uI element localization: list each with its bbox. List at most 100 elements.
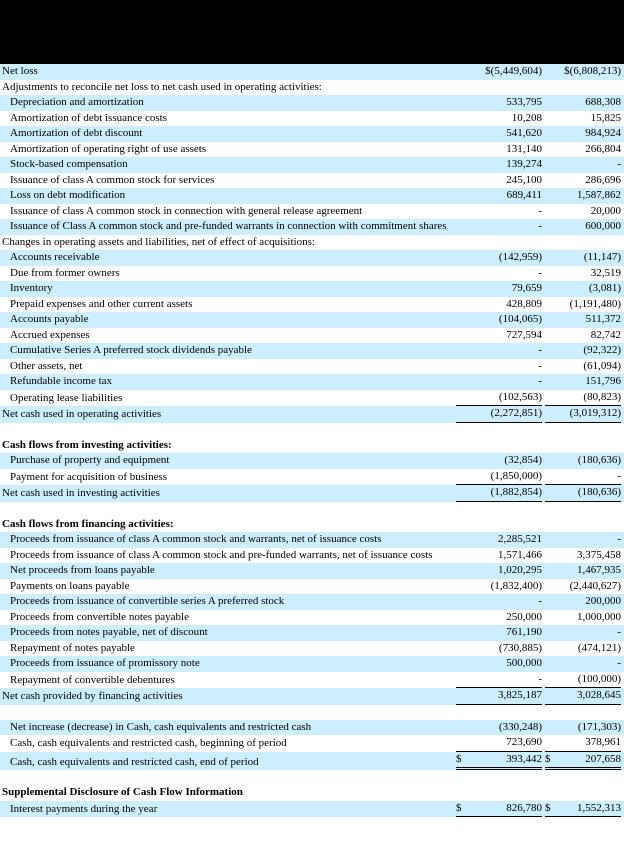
value-prior-year: (180,636) [577, 454, 621, 466]
table-row: Adjustments to reconcile net loss to net… [0, 80, 624, 96]
value-current-year: (2,272,851) [456, 406, 542, 423]
value-prior-year: - [545, 469, 621, 485]
value-prior-year: 3,028,645 [545, 688, 621, 705]
table-row: Repayment of notes payable (730,885) (474,… [0, 641, 624, 657]
value-prior-year: (3,019,312) [545, 406, 621, 423]
table-row: Amortization of debt discount 541,620 984,… [0, 126, 624, 142]
table-row: Cash flows from investing activities: [0, 438, 624, 454]
value-current-year: 10,208 [511, 111, 542, 124]
top-black-band [0, 0, 624, 64]
value-prior-year: - [617, 158, 621, 170]
value-current-year: 761,190 [506, 626, 542, 638]
value-current-year: 428,809 [506, 297, 542, 310]
value-current-year: 533,795 [506, 96, 542, 108]
row-label: Accrued expenses [10, 328, 90, 341]
value-prior-year: - [617, 626, 621, 638]
row-label: Proceeds from issuance of convertible se… [10, 595, 285, 607]
value-prior-year: 1,000,000 [577, 610, 621, 623]
value-current-year: 245,100 [506, 173, 542, 186]
value-prior-year: (92,322) [583, 344, 621, 356]
value-prior-year: 984,924 [585, 127, 621, 139]
dollar-sign: $ [456, 801, 462, 814]
value-current-year: (1,850,000) [456, 469, 542, 485]
row-label: Prepaid expenses and other current asset… [10, 297, 193, 310]
row-label: Amortization of debt discount [10, 127, 143, 139]
table-row: Issuance of class A common stock for ser… [0, 173, 624, 189]
spacer-row [0, 502, 624, 517]
value-current-year: - [538, 344, 542, 356]
value-prior-year: - [617, 533, 621, 545]
row-label: Cash flows from investing activities: [2, 438, 172, 451]
value-current-year: 3,825,187 [456, 688, 542, 705]
value-current-year: - [538, 266, 542, 279]
value-current-year: $393,442 [456, 752, 542, 770]
value-prior-year: $1,552,313 [545, 801, 621, 817]
value-current-year: 1,571,466 [498, 548, 542, 561]
row-label: Repayment of notes payable [10, 641, 135, 654]
value-current-year: 689,411 [506, 189, 542, 201]
value-current-year: - [538, 220, 542, 232]
value-prior-year: (180,636) [545, 485, 621, 502]
value-prior-year: 20,000 [590, 204, 621, 217]
table-row: Payment for acquisition of business (1,85… [0, 469, 624, 485]
table-row: Net loss $(5,449,604) $(6,808,213) [0, 64, 624, 80]
row-label: Payment for acquisition of business [10, 470, 168, 483]
amount: 393,442 [506, 752, 542, 765]
table-row: Due from former owners - 32,519 [0, 266, 624, 282]
table-row: Net cash provided by financing activitie… [0, 688, 624, 705]
value-prior-year: 511,372 [585, 313, 621, 325]
value-current-year: (104,065) [498, 313, 542, 325]
row-label: Net cash used in investing activities [2, 487, 160, 499]
value-prior-year: (2,440,627) [569, 579, 621, 592]
table-row: Accounts payable (104,065) 511,372 [0, 312, 624, 328]
table-row: Stock-based compensation 139,274 - [0, 157, 624, 173]
cash-flow-statement-page: Net loss $(5,449,604) $(6,808,213) Adjustme… [0, 0, 624, 817]
value-current-year: 2,285,521 [498, 533, 542, 545]
row-label: Issuance of Class A common stock and pre… [10, 220, 447, 232]
value-prior-year: 200,000 [585, 595, 621, 607]
cashflow-table: Net loss $(5,449,604) $(6,808,213) Adjustme… [0, 64, 624, 817]
value-prior-year: 82,742 [590, 328, 621, 341]
table-row: Payments on loans payable (1,832,400) (2,4… [0, 579, 624, 595]
value-prior-year: (61,094) [583, 359, 621, 372]
amount: 207,658 [585, 752, 621, 765]
value-current-year: - [538, 595, 542, 607]
table-row: Net cash used in operating activities (2,… [0, 406, 624, 423]
table-row: Proceeds from issuance of convertible se… [0, 594, 624, 610]
value-prior-year: (100,000) [545, 672, 621, 688]
row-label: Stock-based compensation [10, 158, 128, 170]
value-current-year: (1,882,854) [456, 485, 542, 502]
table-row: Proceeds from issuance of class A common… [0, 532, 624, 548]
table-row: Inventory 79,659 (3,081) [0, 281, 624, 297]
row-label: Changes in operating assets and liabilit… [2, 235, 315, 248]
table-row: Interest payments during the year $826,78… [0, 800, 624, 817]
table-row: Proceeds from convertible notes payable 2… [0, 610, 624, 626]
row-label: Amortization of operating right of use a… [10, 142, 207, 155]
row-label: Net cash provided by financing activitie… [2, 690, 183, 702]
value-current-year: - [538, 204, 542, 217]
row-label: Inventory [10, 282, 53, 294]
value-prior-year: $(6,808,213) [564, 65, 621, 77]
table-row: Accounts receivable (142,959) (11,147) [0, 250, 624, 266]
row-label: Repayment of convertible debentures [10, 673, 175, 686]
value-prior-year: (1,191,480) [569, 297, 621, 310]
value-current-year: (142,959) [498, 251, 542, 263]
row-label: Refundable income tax [10, 375, 113, 387]
table-row: Accrued expenses 727,594 82,742 [0, 328, 624, 344]
value-current-year: 500,000 [506, 657, 542, 669]
row-label: Proceeds from issuance of class A common… [10, 548, 433, 561]
amount: 826,780 [506, 801, 542, 814]
table-row: Supplemental Disclosure of Cash Flow Inf… [0, 785, 624, 801]
value-prior-year: $207,658 [545, 752, 621, 770]
value-current-year: $826,780 [456, 801, 542, 817]
value-prior-year: 15,825 [590, 111, 621, 124]
row-label: Payments on loans payable [10, 579, 130, 592]
table-row: Prepaid expenses and other current asset… [0, 297, 624, 313]
table-row: Net cash used in investing activities (1,… [0, 485, 624, 502]
value-current-year: (730,885) [498, 641, 542, 654]
row-label: Cumulative Series A preferred stock divi… [10, 344, 252, 356]
row-label: Other assets, net [10, 359, 83, 372]
value-prior-year: 688,308 [585, 96, 621, 108]
value-current-year: - [538, 375, 542, 387]
value-current-year: 723,690 [456, 735, 542, 752]
